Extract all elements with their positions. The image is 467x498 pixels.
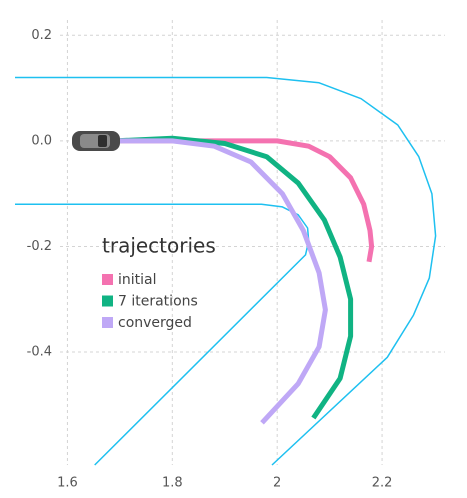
road-boundary	[15, 203, 310, 466]
car-icon	[72, 131, 120, 151]
legend-label: converged	[118, 315, 192, 331]
trajectory-line	[114, 138, 328, 425]
legend-swatch	[102, 295, 113, 307]
legend-title: trajectories	[102, 234, 216, 258]
legend-swatch	[102, 317, 113, 328]
y-tick-label: -0.2	[27, 239, 52, 254]
y-tick-label: 0.0	[31, 133, 52, 148]
legend-label: 7 iterations	[118, 294, 198, 310]
road-boundary	[15, 76, 437, 466]
x-tick-label: 1.6	[57, 476, 78, 491]
y-tick-label: 0.2	[31, 28, 52, 43]
trajectory-line	[114, 135, 354, 420]
x-tick-label: 2.2	[372, 476, 393, 491]
x-tick-label: 2	[273, 476, 281, 491]
legend-label: initial	[118, 272, 157, 288]
trajectory-line	[114, 138, 375, 263]
y-tick-label: -0.4	[27, 345, 52, 360]
legend-swatch	[102, 274, 113, 285]
plot-area: 1.6 1.8 2 2.2 0.2 0.0 -0.2 -0.4 trajectories init…	[15, 20, 445, 491]
x-tick-label: 1.8	[162, 476, 183, 491]
